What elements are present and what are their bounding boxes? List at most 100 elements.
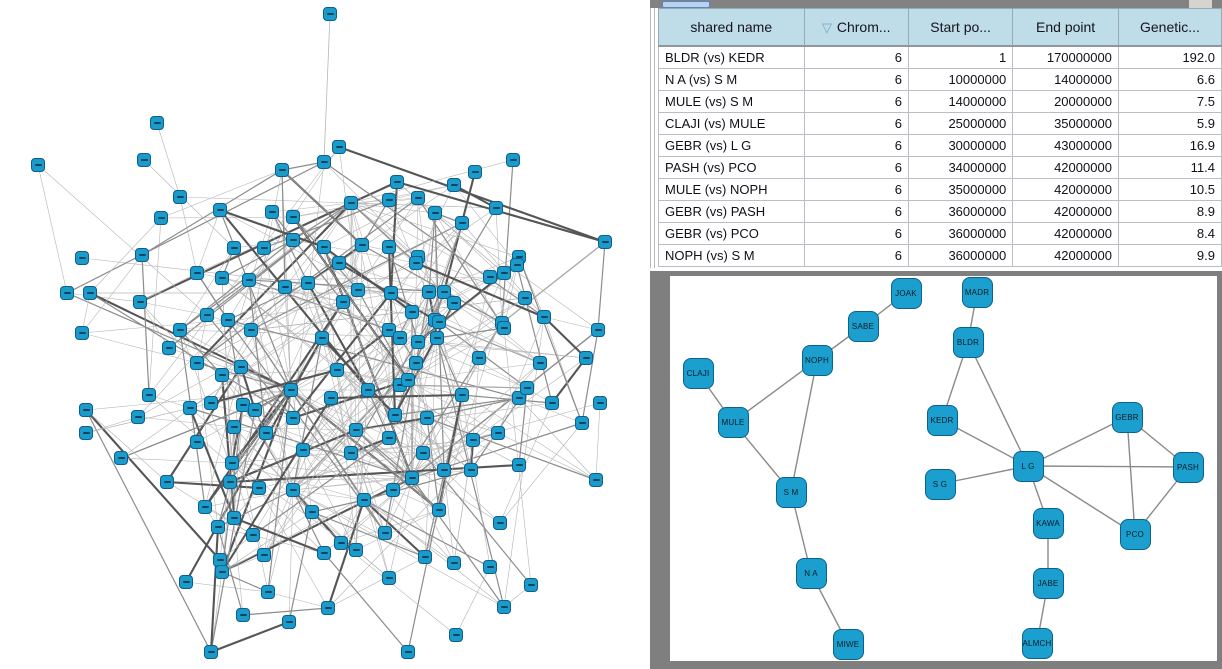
network-node[interactable] bbox=[411, 335, 425, 349]
node-mule[interactable]: MULE bbox=[717, 406, 749, 438]
cell-value[interactable]: 6.6 bbox=[1117, 68, 1222, 91]
table-row[interactable]: GEBR (vs) PCO 6 36000000 42000000 8.4 bbox=[658, 222, 1222, 245]
network-node[interactable] bbox=[418, 550, 432, 564]
cell-value[interactable]: 6 bbox=[803, 45, 909, 69]
cell-value[interactable]: 36000000 bbox=[907, 222, 1014, 245]
network-node[interactable] bbox=[524, 578, 538, 592]
network-node[interactable] bbox=[131, 410, 145, 424]
network-node[interactable] bbox=[190, 435, 204, 449]
cell-value[interactable]: 43000000 bbox=[1012, 134, 1119, 157]
network-node[interactable] bbox=[598, 235, 612, 249]
network-node[interactable] bbox=[173, 323, 187, 337]
network-node[interactable] bbox=[378, 526, 392, 540]
network-node[interactable] bbox=[223, 475, 237, 489]
network-node[interactable] bbox=[286, 411, 300, 425]
cell-value[interactable]: 20000000 bbox=[1012, 90, 1119, 113]
network-node[interactable] bbox=[512, 458, 526, 472]
network-node[interactable] bbox=[190, 356, 204, 370]
cell-value[interactable]: 10000000 bbox=[907, 68, 1014, 91]
network-node[interactable] bbox=[384, 286, 398, 300]
network-node[interactable] bbox=[215, 565, 229, 579]
node-almch[interactable]: ALMCH bbox=[1021, 627, 1053, 659]
network-node[interactable] bbox=[215, 271, 229, 285]
cell-shared-name[interactable]: MULE (vs) NOPH bbox=[658, 178, 805, 201]
cell-value[interactable]: 11.4 bbox=[1117, 156, 1222, 179]
node-madr[interactable]: MADR bbox=[961, 276, 993, 308]
network-node[interactable] bbox=[489, 201, 503, 215]
network-node[interactable] bbox=[31, 158, 45, 172]
network-node[interactable] bbox=[437, 463, 451, 477]
network-node[interactable] bbox=[278, 280, 292, 294]
network-node[interactable] bbox=[227, 241, 241, 255]
column-header-end-point[interactable]: End point bbox=[1012, 8, 1119, 47]
node-kedr[interactable]: KEDR bbox=[926, 404, 958, 436]
network-node[interactable] bbox=[296, 443, 310, 457]
table-row[interactable]: MULE (vs) S M 6 14000000 20000000 7.5 bbox=[658, 90, 1222, 113]
network-node[interactable] bbox=[497, 321, 511, 335]
network-node[interactable] bbox=[332, 140, 346, 154]
network-node[interactable] bbox=[382, 240, 396, 254]
cell-value[interactable]: 1 bbox=[907, 45, 1014, 69]
network-node[interactable] bbox=[179, 575, 193, 589]
network-node[interactable] bbox=[154, 211, 168, 225]
network-node[interactable] bbox=[344, 196, 358, 210]
cell-shared-name[interactable]: N A (vs) S M bbox=[658, 68, 805, 91]
network-node[interactable] bbox=[60, 286, 74, 300]
network-node[interactable] bbox=[382, 571, 396, 585]
network-node[interactable] bbox=[236, 608, 250, 622]
network-node[interactable] bbox=[227, 511, 241, 525]
network-node[interactable] bbox=[83, 286, 97, 300]
network-node[interactable] bbox=[330, 363, 344, 377]
network-node[interactable] bbox=[355, 238, 369, 252]
column-header-genetic-[interactable]: Genetic... bbox=[1117, 8, 1222, 47]
network-node[interactable] bbox=[323, 7, 337, 21]
network-node[interactable] bbox=[537, 310, 551, 324]
network-node[interactable] bbox=[430, 331, 444, 345]
column-header-shared-name[interactable]: shared name bbox=[658, 8, 805, 47]
cell-shared-name[interactable]: NOPH (vs) S M bbox=[658, 244, 805, 267]
filter-icon[interactable]: ▽ bbox=[821, 19, 832, 35]
network-node[interactable] bbox=[261, 585, 275, 599]
network-node[interactable] bbox=[221, 313, 235, 327]
network-node[interactable] bbox=[244, 323, 258, 337]
cell-value[interactable]: 192.0 bbox=[1117, 45, 1222, 69]
cell-value[interactable]: 35000000 bbox=[1012, 112, 1119, 135]
network-node[interactable] bbox=[142, 388, 156, 402]
cell-value[interactable]: 36000000 bbox=[907, 200, 1014, 223]
network-node[interactable] bbox=[190, 266, 204, 280]
subnetwork-canvas[interactable]: JOAK MADR SABE BLDR NOPH CLAJI KEDR GEBR MULE L G… bbox=[670, 276, 1217, 661]
network-node[interactable] bbox=[246, 528, 260, 542]
network-node[interactable] bbox=[135, 248, 149, 262]
network-node[interactable] bbox=[520, 381, 534, 395]
node-pash[interactable]: PASH bbox=[1172, 451, 1204, 483]
cell-value[interactable]: 14000000 bbox=[907, 90, 1014, 113]
network-node[interactable] bbox=[248, 403, 262, 417]
cell-shared-name[interactable]: BLDR (vs) KEDR bbox=[658, 45, 805, 69]
network-node[interactable] bbox=[483, 270, 497, 284]
network-node[interactable] bbox=[349, 423, 363, 437]
cell-value[interactable]: 5.9 bbox=[1117, 112, 1222, 135]
network-node[interactable] bbox=[183, 401, 197, 415]
network-node[interactable] bbox=[213, 203, 227, 217]
network-node[interactable] bbox=[447, 178, 461, 192]
network-node[interactable] bbox=[286, 483, 300, 497]
network-node[interactable] bbox=[305, 505, 319, 519]
node-miwe[interactable]: MIWE bbox=[832, 628, 864, 660]
network-node[interactable] bbox=[204, 396, 218, 410]
cell-shared-name[interactable]: PASH (vs) PCO bbox=[658, 156, 805, 179]
table-row[interactable]: CLAJI (vs) MULE 6 25000000 35000000 5.9 bbox=[658, 112, 1222, 135]
network-node[interactable] bbox=[133, 295, 147, 309]
network-node[interactable] bbox=[510, 258, 524, 272]
node-bldr[interactable]: BLDR bbox=[952, 326, 984, 358]
network-node[interactable] bbox=[455, 216, 469, 230]
cell-value[interactable]: 42000000 bbox=[1012, 222, 1119, 245]
network-node[interactable] bbox=[589, 473, 603, 487]
network-node[interactable] bbox=[227, 420, 241, 434]
column-header-start-po-[interactable]: Start po... bbox=[907, 8, 1014, 47]
cell-value[interactable]: 6 bbox=[803, 200, 909, 223]
cell-value[interactable]: 42000000 bbox=[1012, 200, 1119, 223]
cell-shared-name[interactable]: GEBR (vs) PASH bbox=[658, 200, 805, 223]
node-sabe[interactable]: SABE bbox=[847, 310, 879, 342]
cell-value[interactable]: 16.9 bbox=[1117, 134, 1222, 157]
cell-value[interactable]: 42000000 bbox=[1012, 178, 1119, 201]
